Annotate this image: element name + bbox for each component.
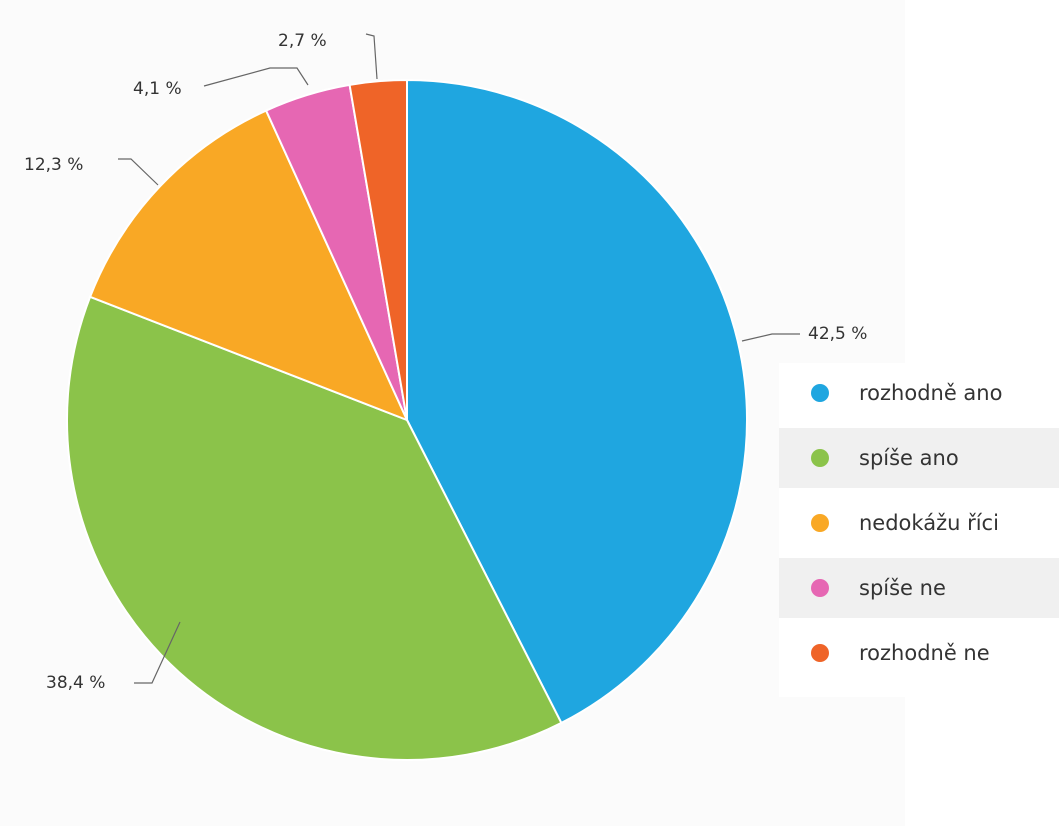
legend-item-rozhodne-ano[interactable]: rozhodně ano	[779, 363, 1059, 423]
pie-slice-rozhodne-ne[interactable]	[348, 79, 408, 421]
leader-line-rozhodne-ne	[365, 33, 378, 80]
legend-marker-nedokazu-rici	[811, 514, 829, 532]
pie-slice-spise-ano[interactable]	[66, 295, 563, 761]
leader-line-rozhodne-ano	[741, 333, 800, 342]
legend-label-spise-ne: spíše ne	[859, 576, 946, 600]
leader-line-nedokazu-rici	[118, 158, 159, 186]
leader-line-spise-ne	[203, 67, 309, 87]
legend-item-rozhodne-ne[interactable]: rozhodně ne	[779, 623, 1059, 683]
legend-label-nedokazu-rici: nedokážu říci	[859, 511, 999, 535]
legend: rozhodně ano spíše ano nedokážu říci spí…	[779, 363, 1059, 697]
leader-lines	[118, 33, 800, 684]
data-label-spise-ano: 38,4 %	[46, 673, 105, 693]
pie-slice-nedokazu-rici[interactable]	[89, 109, 408, 421]
legend-item-nedokazu-rici[interactable]: nedokážu říci	[779, 493, 1059, 553]
legend-marker-rozhodne-ne	[811, 644, 829, 662]
legend-item-spise-ano[interactable]: spíše ano	[779, 428, 1059, 488]
leader-line-spise-ano	[134, 621, 181, 684]
data-label-rozhodne-ano: 42,5 %	[808, 324, 867, 344]
pie-slices	[66, 79, 748, 761]
legend-marker-spise-ano	[811, 449, 829, 467]
data-label-nedokazu-rici: 12,3 %	[24, 155, 83, 175]
legend-item-spise-ne[interactable]: spíše ne	[779, 558, 1059, 618]
legend-label-rozhodne-ano: rozhodně ano	[859, 381, 1003, 405]
legend-marker-spise-ne	[811, 579, 829, 597]
data-label-spise-ne: 4,1 %	[133, 79, 182, 99]
pie-slice-rozhodne-ano[interactable]	[406, 79, 748, 724]
legend-label-spise-ano: spíše ano	[859, 446, 959, 470]
data-labels: 42,5 % 38,4 % 12,3 % 4,1 % 2,7 %	[24, 31, 867, 693]
legend-label-rozhodne-ne: rozhodně ne	[859, 641, 990, 665]
data-label-rozhodne-ne: 2,7 %	[278, 31, 327, 51]
legend-marker-rozhodne-ano	[811, 384, 829, 402]
